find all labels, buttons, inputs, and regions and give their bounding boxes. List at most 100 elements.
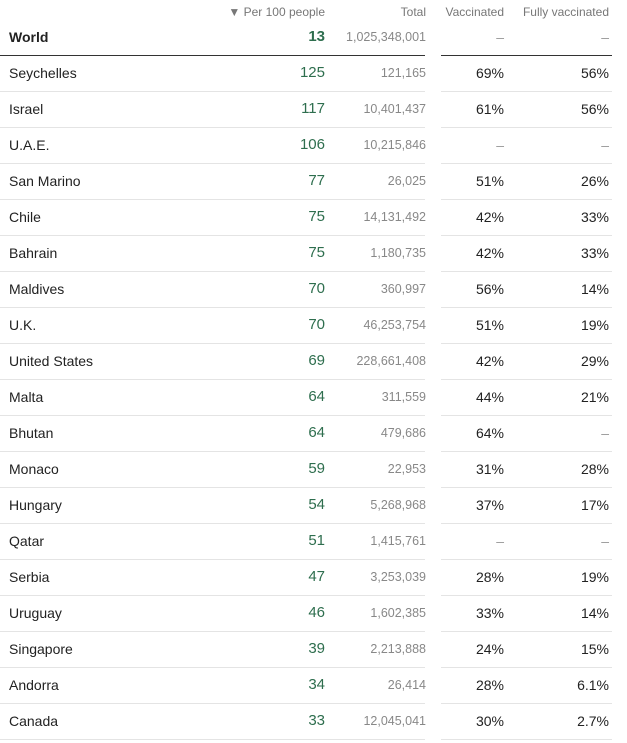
total-doses: 228,661,408 <box>356 354 426 368</box>
row-divider <box>441 523 612 524</box>
total-doses: 1,602,385 <box>370 606 426 620</box>
sort-header[interactable]: ▼ Per 100 people <box>228 5 325 19</box>
row-divider <box>0 703 425 704</box>
fully-vaccinated-pct: 2.7% <box>577 713 609 729</box>
fully-vaccinated-pct: 17% <box>580 497 609 513</box>
column-header: Total <box>400 5 426 19</box>
country-name: U.A.E. <box>9 137 50 153</box>
fully-vaccinated-pct: 14% <box>580 605 609 621</box>
per-100: 64 <box>308 388 325 405</box>
per-100: 13 <box>308 28 325 45</box>
row-divider <box>0 559 425 560</box>
vaccinated-pct: 61% <box>475 101 504 117</box>
fully-vaccinated-pct: 28% <box>580 461 609 477</box>
per-100: 70 <box>308 280 325 297</box>
total-doses: 10,401,437 <box>363 102 426 116</box>
fully-vaccinated-pct: 19% <box>580 569 609 585</box>
per-100: 64 <box>308 424 325 441</box>
vaccinated-pct: 24% <box>475 641 504 657</box>
row-divider <box>441 595 612 596</box>
fully-vaccinated-pct: – <box>601 137 609 153</box>
per-100: 106 <box>299 136 325 153</box>
country-name: World <box>9 29 49 45</box>
fully-vaccinated-pct: 26% <box>580 173 609 189</box>
per-100: 75 <box>308 208 325 225</box>
row-divider <box>441 739 612 740</box>
country-name: U.K. <box>9 317 37 333</box>
vaccinated-pct: 44% <box>475 389 504 405</box>
fully-vaccinated-pct: 14% <box>580 281 609 297</box>
per-100: 59 <box>308 460 325 477</box>
per-100: 33 <box>308 712 325 729</box>
row-divider <box>0 271 425 272</box>
fully-vaccinated-pct: 33% <box>580 209 609 225</box>
row-divider <box>0 451 425 452</box>
total-doses: 121,165 <box>380 66 426 80</box>
per-100: 54 <box>308 496 325 513</box>
row-divider <box>441 307 612 308</box>
column-header: Vaccinated <box>445 5 504 19</box>
column-header: Fully vaccinated <box>522 5 609 19</box>
country-name: Canada <box>9 713 59 729</box>
country-name: Qatar <box>9 533 45 549</box>
divider <box>0 55 425 56</box>
per-100: 34 <box>308 676 325 693</box>
fully-vaccinated-pct: 21% <box>580 389 609 405</box>
row-divider <box>0 415 425 416</box>
country-name: Seychelles <box>9 65 77 81</box>
country-name: Andorra <box>9 677 59 693</box>
row-divider <box>0 199 425 200</box>
vaccinated-pct: 37% <box>475 497 504 513</box>
total-doses: 311,559 <box>381 390 426 404</box>
fully-vaccinated-pct: 56% <box>580 65 609 81</box>
divider <box>441 55 612 56</box>
total-doses: 12,045,041 <box>363 714 426 728</box>
fully-vaccinated-pct: – <box>601 29 609 45</box>
row-divider <box>0 631 425 632</box>
row-divider <box>441 451 612 452</box>
per-100: 47 <box>308 568 325 585</box>
total-doses: 3,253,039 <box>370 570 426 584</box>
fully-vaccinated-pct: 33% <box>580 245 609 261</box>
per-100: 70 <box>308 316 325 333</box>
vaccinated-pct: 64% <box>475 425 504 441</box>
fully-vaccinated-pct: 19% <box>580 317 609 333</box>
fully-vaccinated-pct: 29% <box>580 353 609 369</box>
row-divider <box>441 559 612 560</box>
per-100: 75 <box>308 244 325 261</box>
country-name: San Marino <box>9 173 81 189</box>
fully-vaccinated-pct: 56% <box>580 101 609 117</box>
vaccinated-pct: 28% <box>475 677 504 693</box>
row-divider <box>0 163 425 164</box>
country-name: Monaco <box>9 461 59 477</box>
fully-vaccinated-pct: – <box>601 425 609 441</box>
row-divider <box>441 91 612 92</box>
row-divider <box>441 343 612 344</box>
country-name: United States <box>9 353 94 369</box>
vaccinated-pct: 31% <box>475 461 504 477</box>
total-doses: 360,997 <box>380 282 426 296</box>
country-name: Maldives <box>9 281 65 297</box>
row-divider <box>441 199 612 200</box>
total-doses: 1,025,348,001 <box>346 30 426 44</box>
per-100: 117 <box>301 100 325 117</box>
vaccinated-pct: 51% <box>475 317 504 333</box>
per-100: 125 <box>299 64 325 81</box>
vaccinated-pct: 30% <box>475 713 504 729</box>
row-divider <box>0 595 425 596</box>
vaccinated-pct: 42% <box>475 209 504 225</box>
fully-vaccinated-pct: – <box>601 533 609 549</box>
per-100: 69 <box>308 352 325 369</box>
total-doses: 46,253,754 <box>363 318 426 332</box>
total-doses: 1,180,735 <box>370 246 426 260</box>
country-name: Malta <box>9 389 44 405</box>
row-divider <box>0 235 425 236</box>
country-name: Bhutan <box>9 425 54 441</box>
row-divider <box>441 631 612 632</box>
row-divider <box>441 271 612 272</box>
row-divider <box>441 235 612 236</box>
row-divider <box>0 343 425 344</box>
total-doses: 26,025 <box>387 174 426 188</box>
total-doses: 2,213,888 <box>370 642 426 656</box>
